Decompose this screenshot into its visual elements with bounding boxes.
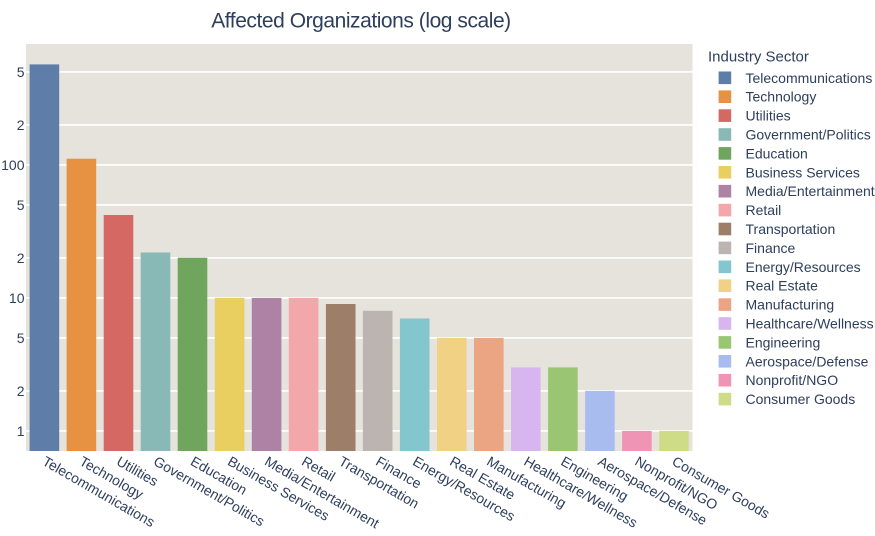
svg-text:Finance: Finance bbox=[746, 240, 796, 256]
svg-text:2: 2 bbox=[17, 250, 25, 266]
svg-text:5: 5 bbox=[17, 330, 25, 346]
svg-text:Utilities: Utilities bbox=[746, 108, 791, 124]
svg-text:Business Services: Business Services bbox=[746, 164, 860, 180]
svg-text:Nonprofit/NGO: Nonprofit/NGO bbox=[746, 372, 839, 388]
svg-text:Industry Sector: Industry Sector bbox=[708, 48, 809, 65]
svg-text:Manufacturing: Manufacturing bbox=[746, 297, 835, 313]
svg-text:1: 1 bbox=[17, 423, 25, 439]
svg-text:Transportation: Transportation bbox=[746, 221, 836, 237]
svg-text:2: 2 bbox=[17, 383, 25, 399]
svg-text:Aerospace/Defense: Aerospace/Defense bbox=[746, 353, 869, 369]
svg-text:2: 2 bbox=[17, 117, 25, 133]
svg-text:Education: Education bbox=[746, 145, 808, 161]
svg-text:Technology: Technology bbox=[746, 89, 817, 105]
svg-text:5: 5 bbox=[17, 197, 25, 213]
svg-text:Retail: Retail bbox=[746, 202, 782, 218]
svg-text:5: 5 bbox=[17, 64, 25, 80]
svg-text:100: 100 bbox=[1, 157, 25, 173]
svg-text:Energy/Resources: Energy/Resources bbox=[746, 259, 861, 275]
svg-text:Real Estate: Real Estate bbox=[746, 278, 819, 294]
svg-text:Media/Entertainment: Media/Entertainment bbox=[746, 183, 875, 199]
svg-text:Government/Politics: Government/Politics bbox=[746, 127, 871, 143]
svg-text:Healthcare/Wellness: Healthcare/Wellness bbox=[746, 316, 874, 332]
svg-text:Engineering: Engineering bbox=[746, 334, 821, 350]
svg-text:Telecommunications: Telecommunications bbox=[746, 70, 873, 86]
svg-text:10: 10 bbox=[9, 290, 25, 306]
svg-text:Affected Organizations (log sc: Affected Organizations (log scale) bbox=[211, 10, 510, 33]
svg-text:Consumer Goods: Consumer Goods bbox=[746, 391, 856, 407]
